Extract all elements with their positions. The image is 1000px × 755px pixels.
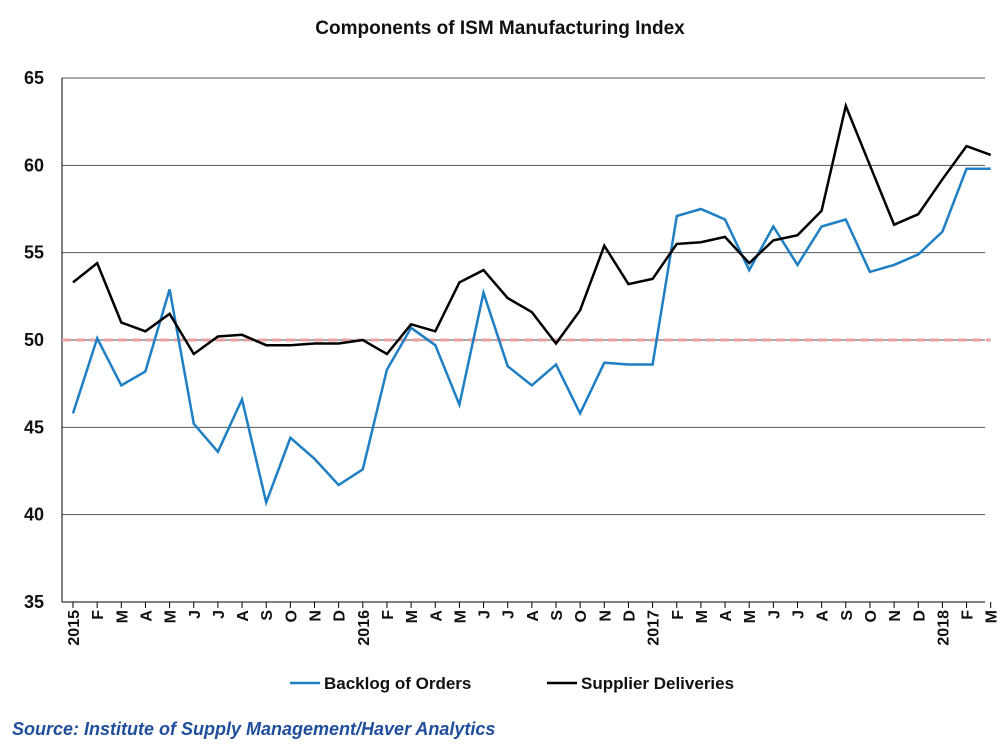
x-tick-label: D (332, 610, 349, 622)
x-tick-label: F (380, 610, 397, 620)
x-tick-label: A (428, 610, 445, 622)
y-tick-label: 40 (24, 505, 44, 525)
x-tick-label: A (815, 610, 832, 622)
x-tick-label: D (621, 610, 638, 622)
x-tick-label: F (670, 610, 687, 620)
x-axis: 2015 F M A M J J A S O N D 2016 F M A M J J A S O N D 2017 F M A M J J… (66, 602, 1000, 646)
x-tick-label: J (187, 610, 204, 619)
x-tick-label: F (960, 610, 977, 620)
series-line-backlog-of-orders (71, 167, 991, 507)
x-tick-label: J (211, 610, 228, 619)
series-line-supplier-deliveries (72, 101, 992, 356)
x-tick-label: M (742, 610, 759, 623)
x-tick-label: S (259, 610, 276, 621)
y-tick-label: 50 (24, 330, 44, 350)
legend: Backlog of Orders Supplier Deliveries (290, 674, 734, 693)
gridlines (61, 77, 985, 603)
legend-label: Supplier Deliveries (581, 674, 734, 693)
x-tick-label: A (525, 610, 542, 622)
y-tick-label: 45 (24, 417, 44, 437)
x-tick-label: N (308, 610, 325, 622)
x-tick-label: J (766, 610, 783, 619)
y-axis: 35 40 45 50 55 60 65 (24, 68, 44, 612)
x-tick-label: S (839, 610, 856, 621)
x-tick-label: M (114, 610, 131, 623)
x-tick-label: M (163, 610, 180, 623)
x-tick-label: N (597, 610, 614, 622)
x-tick-label: N (887, 610, 904, 622)
x-tick-label: J (477, 610, 494, 619)
x-tick-label: 2018 (935, 610, 952, 646)
x-tick-label: 2015 (66, 610, 83, 646)
legend-label: Backlog of Orders (324, 674, 471, 693)
x-tick-label: A (138, 610, 155, 622)
x-tick-label: J (791, 610, 808, 619)
y-tick-label: 35 (24, 592, 44, 612)
y-tick-label: 65 (24, 68, 44, 88)
chart-title: Components of ISM Manufacturing Index (315, 18, 685, 39)
x-tick-label: F (90, 610, 107, 620)
x-tick-label: S (549, 610, 566, 621)
x-tick-label: M (984, 610, 1000, 623)
x-tick-label: A (718, 610, 735, 622)
source-note: Source: Institute of Supply Management/H… (12, 719, 495, 739)
x-tick-label: 2016 (356, 610, 373, 646)
x-tick-label: J (501, 610, 518, 619)
y-tick-label: 55 (24, 243, 44, 263)
x-tick-label: O (573, 610, 590, 622)
x-tick-label: M (452, 610, 469, 623)
x-tick-label: D (911, 610, 928, 622)
x-tick-label: O (283, 610, 300, 622)
x-tick-label: A (235, 610, 252, 622)
x-tick-label: M (404, 610, 421, 623)
series-lines (71, 101, 992, 507)
x-tick-label: 2017 (646, 610, 663, 646)
y-tick-label: 60 (24, 155, 44, 175)
x-tick-label: M (694, 610, 711, 623)
x-tick-label: O (863, 610, 880, 622)
